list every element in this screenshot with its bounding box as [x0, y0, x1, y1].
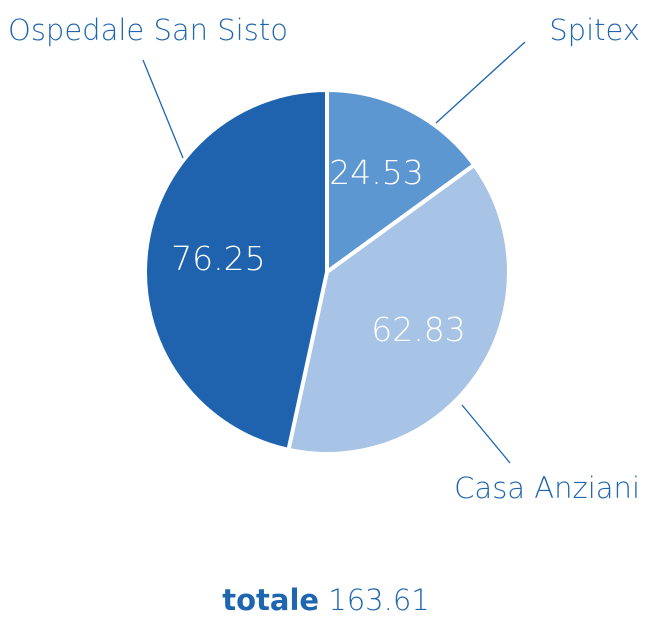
category-label: Casa Anziani — [454, 471, 640, 505]
value-label: 62.83 — [371, 310, 465, 349]
total: totale 163.61 — [222, 583, 430, 617]
category-label: Ospedale San Sisto — [8, 13, 288, 47]
value-label: 76.25 — [171, 239, 265, 278]
total-value: 163.61 — [328, 583, 429, 617]
slice — [325, 87, 477, 276]
slice — [286, 162, 511, 456]
slice — [143, 87, 329, 453]
category-label: Spitex — [549, 13, 640, 47]
leader-line — [142, 59, 184, 159]
total-label: totale — [222, 583, 319, 617]
leader-line — [435, 41, 526, 124]
value-label: 24.53 — [329, 153, 423, 192]
leader-line — [461, 404, 511, 464]
